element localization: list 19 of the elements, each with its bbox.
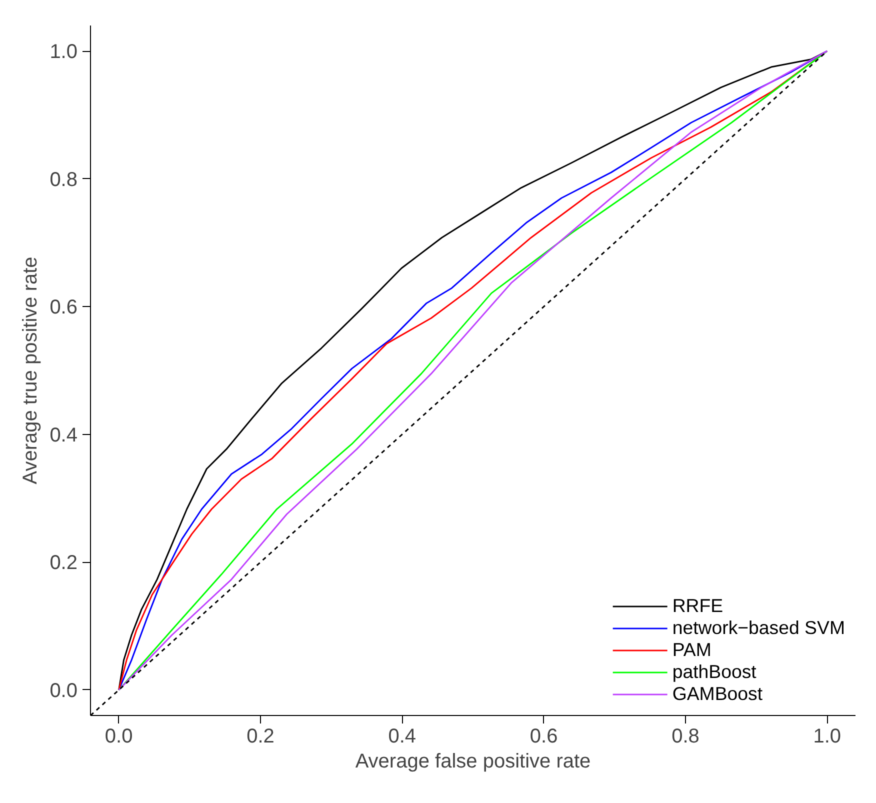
x-tick-label: 0.6 bbox=[530, 726, 558, 748]
legend-label: GAMBoost bbox=[672, 683, 763, 705]
legend-label: network−based SVM bbox=[672, 617, 845, 639]
x-axis-title: Average false positive rate bbox=[355, 750, 591, 772]
y-tick-label: 0.4 bbox=[50, 424, 78, 446]
x-tick-label: 1.0 bbox=[813, 726, 842, 748]
x-tick-label: 0.8 bbox=[672, 726, 700, 748]
y-tick-label: 0.6 bbox=[50, 296, 78, 319]
legend-label: pathBoost bbox=[672, 661, 756, 683]
x-tick-label: 0.0 bbox=[104, 726, 133, 748]
legend-label: RRFE bbox=[672, 595, 724, 617]
x-tick-label: 0.4 bbox=[388, 726, 416, 748]
y-tick-label: 1.0 bbox=[50, 41, 78, 64]
y-axis-title: Average true positive rate bbox=[20, 256, 42, 484]
legend-label: PAM bbox=[672, 639, 712, 661]
x-tick-label: 0.2 bbox=[246, 726, 274, 748]
y-tick-label: 0.0 bbox=[50, 680, 78, 702]
y-tick-label: 0.8 bbox=[50, 168, 78, 191]
y-tick-label: 0.2 bbox=[50, 552, 78, 574]
